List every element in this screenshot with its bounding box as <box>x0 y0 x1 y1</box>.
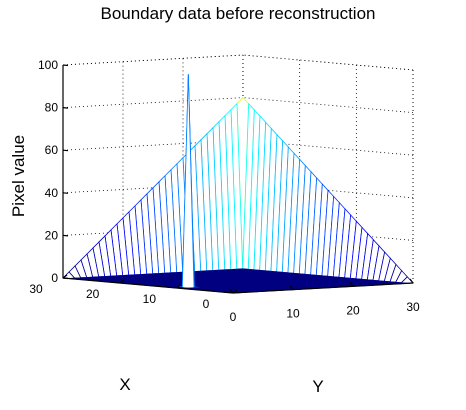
grid-line <box>242 182 414 199</box>
x-tick-label: 20 <box>86 287 100 301</box>
y-axis-label: Y <box>312 377 323 396</box>
box-edge <box>242 54 414 71</box>
z-tick-mark <box>62 192 69 194</box>
z-tick-label: 20 <box>45 228 59 242</box>
y-tick-mark <box>409 278 414 284</box>
chart-title: Boundary data before reconstruction <box>100 4 375 23</box>
x-tick-label: 0 <box>203 297 210 311</box>
z-tick-label: 40 <box>45 186 59 200</box>
z-tick-label: 60 <box>45 143 59 157</box>
y-tick-mark <box>229 288 234 294</box>
z-tick-mark <box>62 149 69 152</box>
y-tick-label: 30 <box>406 300 420 314</box>
x-tick-mark <box>62 274 68 279</box>
z-axis-label: Pixel value <box>9 135 28 217</box>
grid-line <box>242 97 414 113</box>
grid-line <box>242 139 414 156</box>
z-tick-mark <box>62 234 69 237</box>
grid-line <box>242 225 414 241</box>
z-tick-mark <box>62 64 69 67</box>
surface-mesh <box>62 74 414 294</box>
axes-layer: 0 20 40 60 80 100 0 10 20 30 0 10 20 30 <box>29 58 420 324</box>
z-tick-label: 80 <box>45 101 59 115</box>
x-tick-label: 30 <box>29 282 43 296</box>
x-tick-mark <box>175 284 181 289</box>
x-tick-mark <box>119 279 125 284</box>
grid-line <box>242 54 414 71</box>
y-tick-label: 20 <box>346 303 360 317</box>
y-tick-label: 10 <box>286 307 300 321</box>
x-axis-label: X <box>119 375 130 394</box>
y-tick-mark <box>349 281 354 287</box>
grid-line <box>62 97 244 108</box>
x-axis-line <box>62 277 234 294</box>
grid-line <box>62 54 244 66</box>
y-axis-line <box>232 282 414 294</box>
y-tick-mark <box>289 285 294 291</box>
z-tick-label: 0 <box>51 271 58 285</box>
z-tick-label: 100 <box>38 58 58 72</box>
box-edge <box>62 54 244 66</box>
x-tick-label: 10 <box>143 292 157 306</box>
y-tick-label: 0 <box>230 310 237 324</box>
z-tick-mark <box>62 107 69 109</box>
